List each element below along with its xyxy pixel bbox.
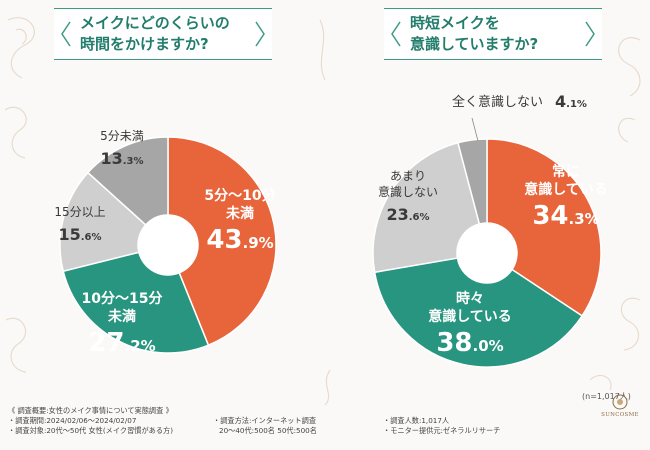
survey-count: ・調査人数:1,017人 (383, 416, 450, 425)
slice-name: 15分以上 (54, 205, 105, 219)
slice-name: 10分〜15分 (82, 291, 163, 307)
question-title-line: 時短メイクを (410, 14, 500, 32)
slice-label: 全く意識しない 4.1% (452, 92, 587, 111)
sample-size-note: (n=1,017人) (582, 392, 631, 401)
chevron-left-icon (391, 21, 401, 47)
donut-hole (138, 215, 198, 275)
slice-name: 意識しない (378, 184, 438, 199)
slice-name: あまり (390, 169, 426, 183)
survey-method: ・調査方法:インターネット調査 (213, 416, 317, 425)
slice-name: 意識している (428, 308, 512, 325)
slice-name: 未満 (226, 205, 254, 222)
slice-value: 4.1% (555, 92, 587, 111)
slice-name: 意識している (524, 181, 608, 198)
slice-value: 27.2% (88, 328, 155, 358)
slice-value: 23.6% (386, 205, 429, 224)
question-box-makeup-time: メイクにどのくらいの 時間をかけますか? (54, 8, 272, 60)
question-title-line: 意識していますか? (410, 35, 539, 53)
slice-value: 43.9% (206, 225, 273, 255)
survey-target: ・調査対象:20代〜50代 女性(メイク習慣がある方) (8, 426, 174, 435)
chevron-right-icon (585, 21, 595, 47)
survey-period: ・調査期間:2024/02/06〜2024/02/07 (8, 416, 137, 425)
slice-value: 34.3% (532, 201, 599, 231)
brand-name: SUNCOSME (601, 412, 639, 418)
survey-title: 《 調査概要:女性のメイク事情について実態調査 》 (8, 406, 173, 415)
slice-name: 未満 (108, 308, 136, 325)
slice-name: 5分〜10分 (204, 188, 275, 204)
slice-value: 38.0% (436, 328, 503, 358)
slice-name: 全く意識しない (452, 94, 543, 110)
question-box-time-saving: 時短メイクを 意識していますか? (384, 8, 602, 60)
slice-value: 15.6% (58, 225, 101, 244)
question-title-line: メイクにどのくらいの (80, 14, 230, 32)
slice-name: 5分未満 (100, 129, 144, 143)
callout-line (471, 117, 479, 142)
slice-label: 5分未満 13.3% (100, 129, 144, 168)
donut-hole (457, 223, 517, 283)
slice-name: 時々 (456, 290, 484, 307)
chevron-right-icon (255, 21, 265, 47)
survey-provider: ・モニター提供元:ゼネラルリサーチ (383, 426, 501, 435)
survey-breakdown: 20〜40代:500名 50代:500名 (219, 426, 317, 435)
question-title-line: 時間をかけますか? (80, 35, 209, 53)
brand-logo-icon (612, 394, 628, 410)
slice-name: 常に (552, 163, 580, 180)
slice-label: 15分以上 15.6% (54, 205, 105, 244)
chevron-left-icon (61, 21, 71, 47)
slice-value: 13.3% (100, 149, 143, 168)
